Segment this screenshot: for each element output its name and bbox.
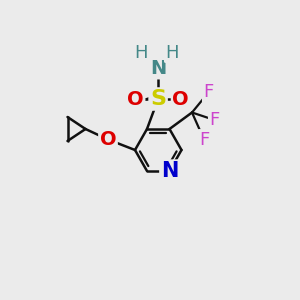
Text: O: O [172, 89, 189, 109]
Text: O: O [100, 130, 116, 149]
Text: F: F [203, 83, 214, 101]
Text: N: N [150, 59, 166, 78]
Text: F: F [199, 130, 209, 148]
Text: S: S [150, 89, 166, 109]
Text: H: H [134, 44, 148, 62]
Text: O: O [127, 89, 144, 109]
Text: F: F [209, 111, 220, 129]
Text: N: N [161, 161, 178, 181]
Text: H: H [166, 44, 179, 62]
